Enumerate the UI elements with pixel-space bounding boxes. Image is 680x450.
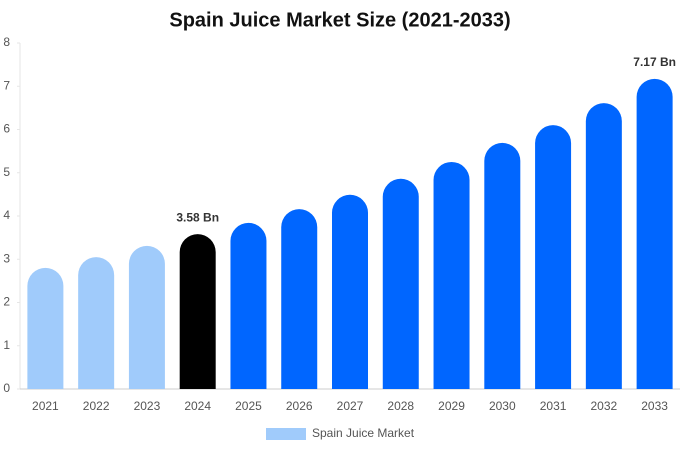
y-tick-label: 5 — [3, 165, 10, 179]
bar — [484, 142, 521, 389]
value-label: 7.17 Bn — [633, 55, 676, 69]
x-tick-label: 2028 — [387, 399, 414, 413]
bar — [535, 125, 572, 390]
x-tick-label: 2027 — [337, 399, 364, 413]
x-tick-label: 2023 — [134, 399, 161, 413]
bar — [332, 194, 368, 389]
x-tick-label: 2022 — [83, 399, 110, 413]
x-tick-label: 2021 — [32, 399, 59, 413]
x-tick-label: 2025 — [235, 399, 262, 413]
value-label: 3.58 Bn — [176, 210, 219, 224]
y-tick-label: 7 — [3, 78, 10, 92]
y-tick-label: 3 — [3, 251, 10, 265]
x-tick-label: 2033 — [641, 399, 668, 413]
bar — [281, 209, 318, 389]
legend-label: Spain Juice Market — [312, 426, 415, 440]
y-tick-label: 2 — [3, 295, 10, 309]
bar — [585, 103, 622, 390]
y-tick-label: 1 — [3, 338, 10, 352]
y-tick-label: 8 — [3, 35, 10, 49]
y-tick-label: 6 — [3, 122, 10, 136]
x-tick-label: 2026 — [286, 399, 313, 413]
bar — [78, 257, 115, 389]
x-tick-label: 2030 — [489, 399, 516, 413]
bar — [433, 161, 470, 389]
bar — [27, 267, 64, 389]
x-tick-label: 2024 — [184, 399, 211, 413]
bar — [179, 234, 216, 389]
bar — [128, 245, 165, 389]
bar — [382, 178, 419, 389]
y-tick-label: 0 — [3, 381, 10, 395]
x-tick-label: 2031 — [540, 399, 567, 413]
x-tick-label: 2029 — [438, 399, 465, 413]
y-tick-label: 4 — [3, 208, 10, 222]
chart-title: Spain Juice Market Size (2021-2033) — [169, 9, 510, 31]
legend-swatch — [266, 428, 306, 440]
bar — [230, 222, 267, 389]
bar — [636, 78, 673, 390]
x-tick-label: 2032 — [590, 399, 617, 413]
